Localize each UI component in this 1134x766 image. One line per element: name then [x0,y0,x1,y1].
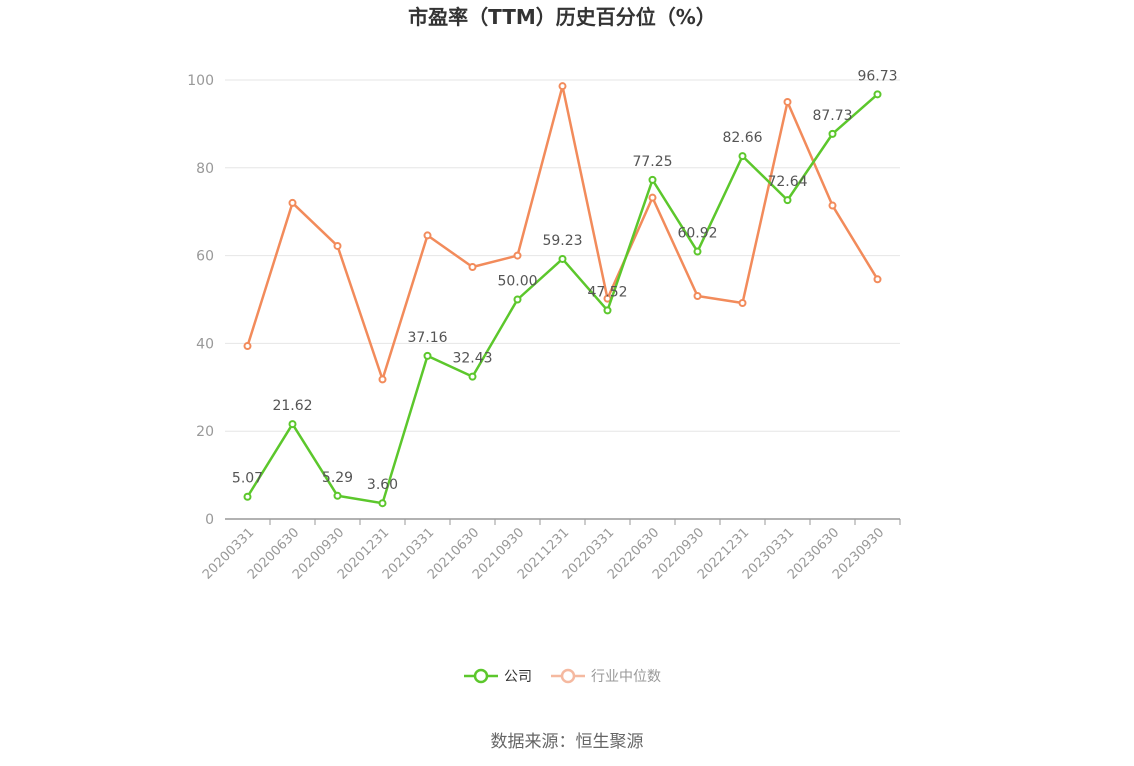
data-label: 59.23 [542,233,582,249]
data-point[interactable] [333,241,342,250]
data-label: 47.52 [587,284,627,300]
data-label: 50.00 [497,274,537,290]
data-point[interactable] [648,193,657,202]
y-tick-label: 80 [196,161,214,177]
y-tick-label: 0 [205,512,214,528]
data-point[interactable] [873,275,882,284]
data-label: 5.07 [232,471,263,487]
data-point[interactable] [333,491,342,500]
y-tick-label: 20 [196,424,214,440]
data-point[interactable] [558,254,567,263]
data-point[interactable] [783,97,792,106]
data-point[interactable] [423,351,432,360]
data-label: 77.25 [632,154,672,170]
data-point[interactable] [423,231,432,240]
legend[interactable]: 公司 行业中位数 [464,668,661,685]
axes: 0204060801002020033120200630202009302020… [187,73,901,583]
data-point[interactable] [603,306,612,315]
data-point[interactable] [783,196,792,205]
data-point[interactable] [513,251,522,260]
data-point[interactable] [693,247,702,256]
y-tick-label: 60 [196,249,214,265]
data-label: 96.73 [857,68,897,84]
data-point[interactable] [648,175,657,184]
legend-item-company[interactable]: 公司 [464,668,532,685]
legend-item-industry[interactable]: 行业中位数 [551,668,661,685]
data-label: 72.64 [767,174,807,190]
legend-company-label: 公司 [504,669,532,685]
data-point[interactable] [873,90,882,99]
data-label: 32.43 [452,351,492,367]
series-line-company [246,93,879,505]
legend-company-marker [473,668,489,684]
data-label: 21.62 [272,398,312,414]
data-point[interactable] [243,342,252,351]
data-point[interactable] [378,375,387,384]
data-point[interactable] [288,420,297,429]
data-label: 82.66 [722,130,762,146]
data-point[interactable] [558,82,567,91]
y-tick-label: 40 [196,336,214,352]
data-point[interactable] [288,198,297,207]
data-label: 37.16 [407,330,447,346]
chart-title: 市盈率（TTM）历史百分位（%） [408,5,716,29]
data-point[interactable] [738,299,747,308]
data-point[interactable] [468,263,477,272]
data-source: 数据来源：恒生聚源 [491,732,644,752]
data-point[interactable] [468,372,477,381]
data-point[interactable] [243,492,252,501]
data-point[interactable] [738,152,747,161]
y-tick-label: 100 [187,73,214,89]
data-point[interactable] [378,499,387,508]
series-lines [243,82,882,508]
data-labels: 5.07 21.62 5.29 3.60 37.16 32.43 50.00 59.23 47.… [232,68,898,493]
data-point[interactable] [513,295,522,304]
data-point[interactable] [828,129,837,138]
data-label: 3.60 [367,477,398,493]
legend-industry-marker [560,668,576,684]
data-point[interactable] [828,201,837,210]
legend-industry-label: 行业中位数 [591,669,661,685]
data-label: 60.92 [677,226,717,242]
data-label: 87.73 [812,108,852,124]
data-point[interactable] [693,291,702,300]
data-label: 5.29 [322,470,353,486]
